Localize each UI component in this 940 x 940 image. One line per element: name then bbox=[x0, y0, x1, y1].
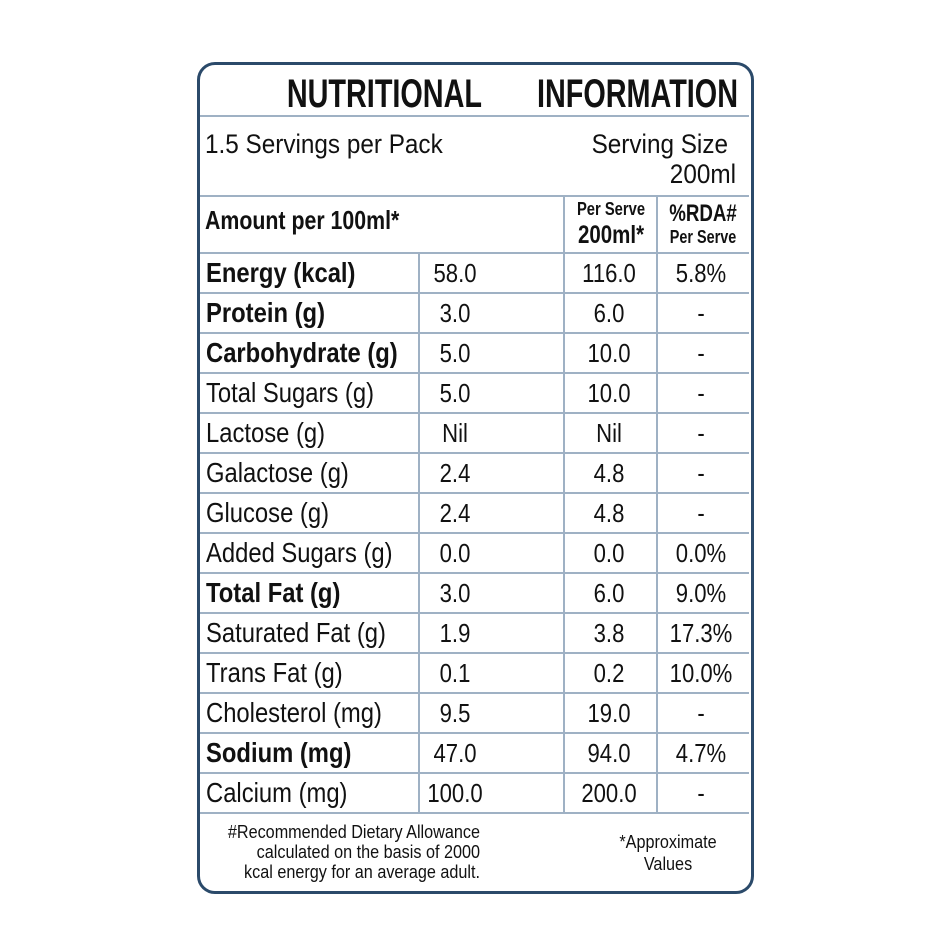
row-divider bbox=[200, 412, 749, 414]
row-divider bbox=[200, 195, 749, 197]
column-divider bbox=[563, 195, 565, 812]
per-100ml: 3.0 bbox=[439, 298, 471, 328]
per-serve: 10.0 bbox=[587, 338, 631, 368]
nutrient-name: Galactose (g) bbox=[206, 457, 349, 488]
row-divider bbox=[200, 115, 749, 117]
per-100ml: 5.0 bbox=[439, 338, 471, 368]
nutrient-name: Energy (kcal) bbox=[206, 257, 356, 288]
row-divider bbox=[200, 332, 749, 334]
row-divider bbox=[200, 252, 749, 254]
label-border bbox=[197, 62, 754, 894]
rda-percent: - bbox=[697, 338, 705, 368]
per-100ml: 2.4 bbox=[439, 498, 471, 528]
column-header: Per Serve bbox=[576, 199, 646, 219]
row-divider bbox=[200, 732, 749, 734]
row-divider bbox=[200, 452, 749, 454]
per-100ml: 2.4 bbox=[439, 458, 471, 488]
per-100ml: 1.9 bbox=[439, 618, 471, 648]
nutrient-name: Trans Fat (g) bbox=[206, 657, 343, 688]
per-100ml: 0.0 bbox=[439, 538, 471, 568]
row-divider bbox=[200, 532, 749, 534]
rda-percent: - bbox=[697, 698, 705, 728]
rda-percent: 5.8% bbox=[675, 258, 727, 288]
nutrient-name: Carbohydrate (g) bbox=[206, 337, 398, 368]
rda-percent: - bbox=[697, 778, 705, 808]
per-serve: 4.8 bbox=[593, 458, 625, 488]
row-divider bbox=[200, 572, 749, 574]
serving-size-value: 200ml bbox=[669, 159, 736, 189]
nutrient-name: Total Fat (g) bbox=[206, 577, 341, 608]
per-100ml: 100.0 bbox=[427, 778, 483, 808]
per-100ml: Nil bbox=[442, 418, 468, 448]
row-divider bbox=[200, 772, 749, 774]
row-divider bbox=[200, 652, 749, 654]
rda-percent: 0.0% bbox=[675, 538, 727, 568]
row-divider bbox=[200, 692, 749, 694]
per-serve: 3.8 bbox=[593, 618, 625, 648]
per-serve: 6.0 bbox=[593, 298, 625, 328]
row-divider bbox=[200, 612, 749, 614]
rda-percent: - bbox=[697, 418, 705, 448]
nutrient-name: Calcium (mg) bbox=[206, 777, 348, 808]
rda-percent: - bbox=[697, 458, 705, 488]
row-divider bbox=[200, 292, 749, 294]
per-100ml: 9.5 bbox=[439, 698, 471, 728]
rda-percent: 4.7% bbox=[675, 738, 727, 768]
nutrient-name: Added Sugars (g) bbox=[206, 537, 393, 568]
title-left: NUTRITIONAL bbox=[286, 72, 482, 116]
rda-percent: 10.0% bbox=[669, 658, 733, 688]
nutrient-name: Sodium (mg) bbox=[206, 737, 352, 768]
footnote-approx: *Approximate bbox=[619, 832, 717, 852]
per-serve: 94.0 bbox=[587, 738, 631, 768]
column-header: Per Serve bbox=[669, 227, 737, 247]
per-100ml: 5.0 bbox=[439, 378, 471, 408]
per-serve: 0.0 bbox=[593, 538, 625, 568]
serving-size-label: Serving Size bbox=[591, 129, 728, 159]
per-serve: 116.0 bbox=[582, 258, 636, 288]
rda-percent: 17.3% bbox=[669, 618, 733, 648]
per-serve: 10.0 bbox=[587, 378, 631, 408]
rda-percent: 9.0% bbox=[675, 578, 727, 608]
footnote-rda: #Recommended Dietary Allowance bbox=[227, 822, 480, 842]
row-divider bbox=[200, 492, 749, 494]
column-header: %RDA# bbox=[669, 200, 737, 227]
nutrient-name: Protein (g) bbox=[206, 297, 325, 328]
per-100ml: 58.0 bbox=[433, 258, 477, 288]
per-100ml: 3.0 bbox=[439, 578, 471, 608]
column-header: Amount per 100ml* bbox=[205, 205, 400, 235]
nutrient-name: Lactose (g) bbox=[206, 417, 326, 448]
footnote-rda: kcal energy for an average adult. bbox=[244, 862, 480, 882]
footnote-approx: Values bbox=[643, 854, 693, 874]
per-serve: Nil bbox=[596, 418, 622, 448]
per-serve: 19.0 bbox=[587, 698, 631, 728]
nutrient-name: Cholesterol (mg) bbox=[206, 697, 382, 728]
nutrient-name: Saturated Fat (g) bbox=[206, 617, 386, 648]
rda-percent: - bbox=[697, 298, 705, 328]
rda-percent: - bbox=[697, 498, 705, 528]
column-divider bbox=[418, 252, 420, 812]
per-100ml: 47.0 bbox=[433, 738, 477, 768]
column-header: 200ml* bbox=[577, 221, 645, 249]
rda-percent: - bbox=[697, 378, 705, 408]
footnote-rda: calculated on the basis of 2000 bbox=[256, 842, 480, 862]
per-100ml: 0.1 bbox=[439, 658, 471, 688]
row-divider bbox=[200, 372, 749, 374]
title-right: INFORMATION bbox=[536, 72, 738, 116]
nutrient-name: Glucose (g) bbox=[206, 497, 330, 528]
per-serve: 6.0 bbox=[593, 578, 625, 608]
per-serve: 200.0 bbox=[581, 778, 637, 808]
per-serve: 0.2 bbox=[593, 658, 625, 688]
nutrient-name: Total Sugars (g) bbox=[206, 377, 374, 408]
servings-per-pack: 1.5 Servings per Pack bbox=[205, 129, 443, 159]
row-divider bbox=[200, 812, 749, 814]
column-divider bbox=[656, 195, 658, 812]
per-serve: 4.8 bbox=[593, 498, 625, 528]
